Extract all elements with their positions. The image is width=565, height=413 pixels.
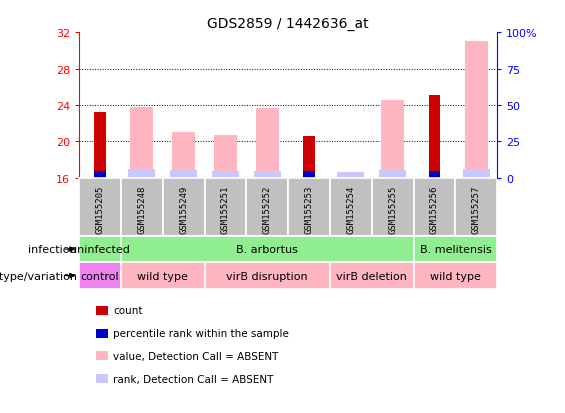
Bar [131, 107, 153, 178]
Text: infection: infection [28, 244, 77, 254]
Bar [94, 113, 106, 178]
Bar [121, 236, 414, 263]
Text: GSM155249: GSM155249 [179, 185, 188, 233]
Bar [379, 171, 406, 178]
Text: wild type: wild type [430, 271, 481, 281]
Bar [372, 178, 414, 236]
Text: rank, Detection Call = ABSENT: rank, Detection Call = ABSENT [113, 374, 273, 384]
Bar [79, 178, 121, 236]
Bar [337, 173, 364, 178]
Text: genotype/variation: genotype/variation [0, 271, 77, 281]
Bar [288, 178, 330, 236]
Text: GSM155252: GSM155252 [263, 185, 272, 233]
Text: count: count [113, 306, 142, 316]
Text: B. melitensis: B. melitensis [420, 244, 491, 254]
Text: percentile rank within the sample: percentile rank within the sample [113, 328, 289, 338]
Text: GSM155205: GSM155205 [95, 185, 105, 233]
Bar [94, 172, 106, 178]
Text: GSM155255: GSM155255 [388, 185, 397, 233]
Bar [205, 178, 246, 236]
Bar [212, 172, 239, 178]
Text: virB disruption: virB disruption [227, 271, 308, 281]
Bar [330, 178, 372, 236]
Bar [414, 236, 497, 263]
Bar [455, 178, 497, 236]
Bar [246, 178, 288, 236]
Text: uninfected: uninfected [70, 244, 130, 254]
Text: wild type: wild type [137, 271, 188, 281]
Bar [121, 178, 163, 236]
Text: value, Detection Call = ABSENT: value, Detection Call = ABSENT [113, 351, 279, 361]
Bar [163, 178, 205, 236]
Bar [79, 263, 121, 289]
Bar [128, 170, 155, 178]
Text: GSM155257: GSM155257 [472, 185, 481, 233]
Text: GSM155254: GSM155254 [346, 185, 355, 233]
Bar [214, 135, 237, 178]
Bar [465, 42, 488, 178]
Bar [414, 263, 497, 289]
Bar [121, 263, 205, 289]
Text: GSM155253: GSM155253 [305, 185, 314, 233]
Bar [256, 108, 279, 178]
Text: GSM155256: GSM155256 [430, 185, 439, 233]
Bar [429, 96, 440, 178]
Text: GSM155251: GSM155251 [221, 185, 230, 233]
Bar [414, 178, 455, 236]
Bar [303, 171, 315, 178]
Bar [303, 136, 315, 178]
Text: GSM155248: GSM155248 [137, 185, 146, 233]
Bar [170, 171, 197, 178]
Bar [463, 169, 490, 178]
Title: GDS2859 / 1442636_at: GDS2859 / 1442636_at [207, 17, 369, 31]
Bar [79, 236, 121, 263]
Text: B. arbortus: B. arbortus [236, 244, 298, 254]
Bar [254, 172, 281, 178]
Text: virB deletion: virB deletion [336, 271, 407, 281]
Bar [330, 263, 414, 289]
Bar [381, 101, 404, 178]
Bar [172, 133, 195, 178]
Bar [429, 172, 440, 178]
Bar [205, 263, 330, 289]
Text: control: control [81, 271, 119, 281]
